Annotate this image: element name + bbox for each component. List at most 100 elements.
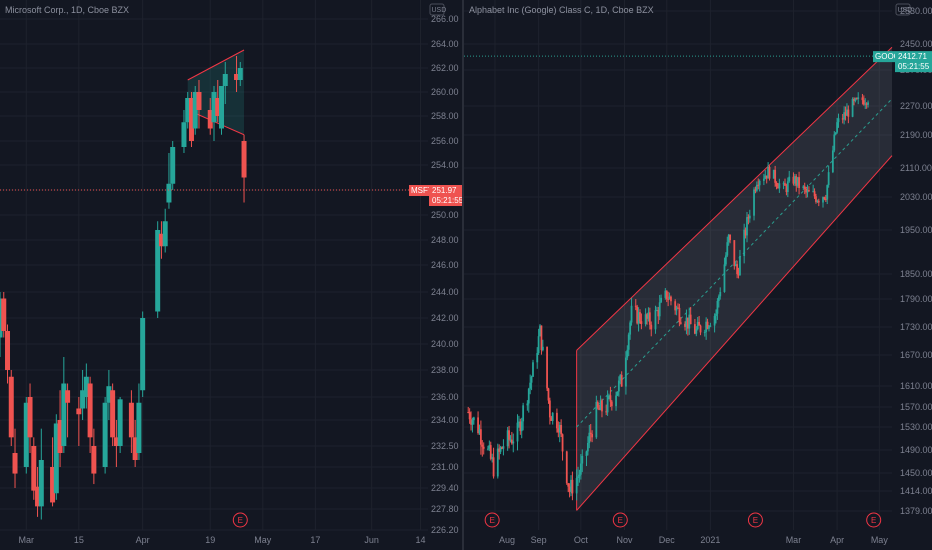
candle-body[interactable]: [698, 321, 701, 326]
candle-body[interactable]: [488, 445, 491, 449]
candle-body[interactable]: [615, 395, 617, 407]
candle-body[interactable]: [684, 323, 686, 327]
candle-body[interactable]: [470, 419, 472, 425]
candle-body[interactable]: [1, 298, 7, 332]
candle-body[interactable]: [762, 178, 765, 181]
candle-body[interactable]: [608, 395, 610, 397]
candle-body[interactable]: [696, 321, 699, 330]
candle-body[interactable]: [561, 434, 564, 452]
candle-body[interactable]: [865, 103, 868, 105]
candle-body[interactable]: [777, 186, 779, 189]
candle-body[interactable]: [598, 407, 601, 411]
candle-body[interactable]: [757, 184, 760, 186]
candle-body[interactable]: [117, 399, 123, 446]
candle-body[interactable]: [795, 176, 798, 186]
candle-body[interactable]: [540, 325, 543, 351]
candle-body[interactable]: [754, 189, 757, 191]
candle-body[interactable]: [639, 312, 641, 322]
candle-body[interactable]: [664, 290, 667, 298]
candle-body[interactable]: [634, 305, 637, 307]
pattern-upper-line[interactable]: [187, 49, 245, 81]
candle-body[interactable]: [548, 400, 551, 418]
earnings-event-icon[interactable]: [232, 512, 248, 528]
candle-body[interactable]: [792, 176, 795, 184]
candle-body[interactable]: [530, 376, 533, 383]
candle-body[interactable]: [755, 184, 758, 191]
candle-body[interactable]: [567, 483, 570, 487]
candle-body[interactable]: [192, 92, 198, 129]
candle-body[interactable]: [551, 412, 554, 421]
candle-body[interactable]: [510, 439, 513, 444]
candle-body[interactable]: [764, 175, 767, 179]
candle-body[interactable]: [215, 98, 221, 116]
candle-body[interactable]: [693, 324, 696, 334]
candle-body[interactable]: [516, 422, 519, 442]
candle-body[interactable]: [38, 460, 44, 507]
candle-body[interactable]: [670, 296, 672, 302]
candle-body[interactable]: [27, 397, 33, 438]
candle-body[interactable]: [857, 97, 860, 99]
candle-body[interactable]: [853, 99, 855, 101]
candle-body[interactable]: [560, 425, 563, 435]
candle-body[interactable]: [57, 420, 63, 453]
candle-body[interactable]: [113, 437, 119, 446]
candle-body[interactable]: [550, 417, 553, 421]
channel-midline[interactable]: [576, 98, 893, 428]
candle-body[interactable]: [736, 264, 739, 275]
candle-body[interactable]: [588, 432, 591, 443]
candle-body[interactable]: [786, 181, 789, 193]
candle-body[interactable]: [128, 402, 134, 438]
candle-body[interactable]: [0, 298, 3, 338]
candle-body[interactable]: [667, 299, 670, 301]
candle-body[interactable]: [668, 296, 671, 300]
candle-body[interactable]: [527, 388, 530, 404]
candle-body[interactable]: [767, 166, 770, 179]
candle-body[interactable]: [655, 310, 658, 312]
candle-body[interactable]: [841, 118, 844, 120]
candle-body[interactable]: [862, 100, 865, 105]
candle-body[interactable]: [491, 457, 494, 459]
candle-body[interactable]: [599, 400, 602, 411]
candle-body[interactable]: [650, 324, 653, 330]
candle-body[interactable]: [80, 390, 86, 409]
candle-body[interactable]: [211, 92, 217, 123]
earnings-event-icon[interactable]: [866, 512, 882, 528]
candle-body[interactable]: [753, 189, 755, 216]
candle-body[interactable]: [636, 306, 639, 324]
candle-body[interactable]: [768, 166, 771, 179]
candle-body[interactable]: [734, 264, 737, 267]
candle-body[interactable]: [831, 150, 834, 173]
candle-body[interactable]: [746, 217, 748, 236]
candle-body[interactable]: [87, 383, 93, 438]
candle-body[interactable]: [577, 476, 579, 479]
candle-body[interactable]: [471, 420, 474, 425]
candle-body[interactable]: [558, 425, 561, 433]
candle-body[interactable]: [843, 112, 846, 120]
candle-body[interactable]: [686, 317, 689, 329]
candle-body[interactable]: [758, 180, 761, 186]
candle-body[interactable]: [601, 400, 603, 412]
candle-body[interactable]: [571, 479, 574, 494]
candle-body[interactable]: [616, 391, 619, 396]
candle-body[interactable]: [867, 102, 869, 105]
candle-body[interactable]: [695, 329, 698, 334]
candle-body[interactable]: [5, 331, 11, 370]
candle-body[interactable]: [91, 446, 97, 474]
candle-body[interactable]: [658, 302, 661, 317]
candle-body[interactable]: [654, 310, 657, 330]
candle-body[interactable]: [241, 141, 247, 178]
candle-body[interactable]: [595, 401, 598, 438]
candle-body[interactable]: [793, 176, 796, 184]
candle-body[interactable]: [743, 229, 746, 257]
candle-body[interactable]: [706, 321, 709, 329]
candle-body[interactable]: [102, 402, 108, 467]
candle-body[interactable]: [630, 305, 633, 323]
candle-body[interactable]: [729, 234, 731, 241]
candle-body[interactable]: [665, 290, 668, 300]
candle-body[interactable]: [703, 331, 706, 333]
candle-body[interactable]: [748, 215, 751, 219]
candle-body[interactable]: [609, 395, 612, 402]
candle-body[interactable]: [188, 98, 194, 141]
candle-body[interactable]: [788, 176, 791, 182]
candle-body[interactable]: [765, 175, 768, 179]
